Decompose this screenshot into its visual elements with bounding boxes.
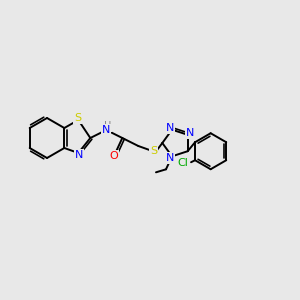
Text: N: N [75, 150, 83, 160]
Text: H: H [103, 121, 111, 131]
Text: Cl: Cl [178, 158, 188, 168]
Text: N: N [166, 123, 174, 133]
Text: N: N [185, 128, 194, 138]
Text: S: S [150, 146, 157, 156]
Text: O: O [109, 151, 118, 161]
Text: N: N [102, 125, 110, 135]
Text: N: N [166, 153, 174, 163]
Text: S: S [74, 113, 81, 123]
